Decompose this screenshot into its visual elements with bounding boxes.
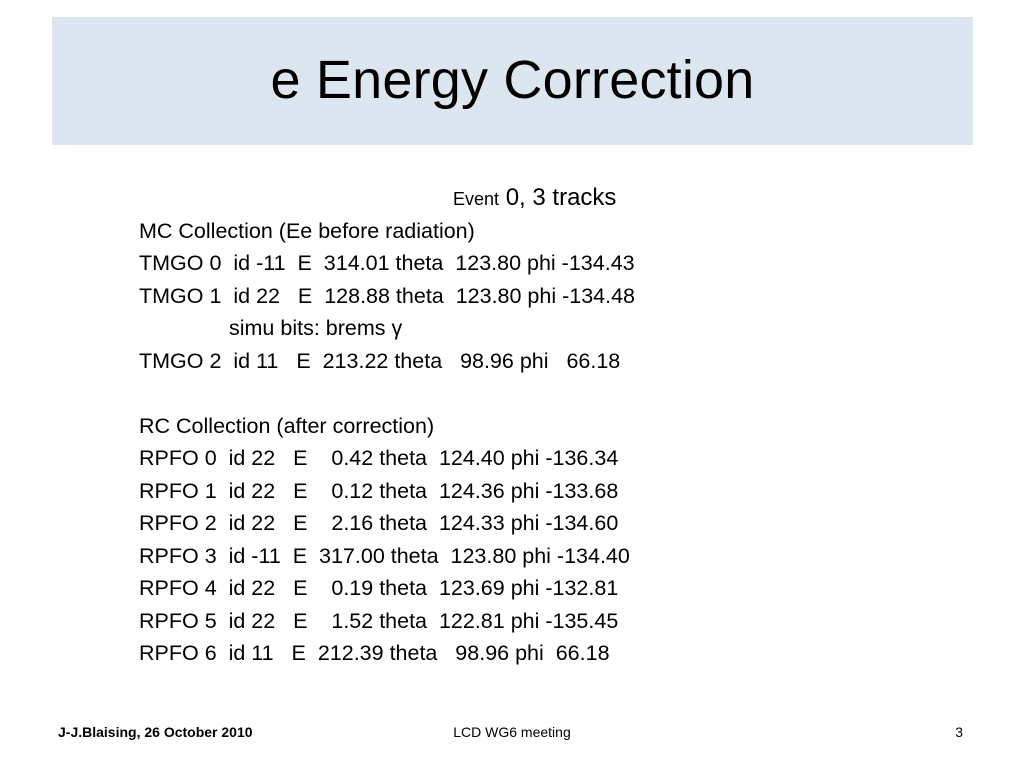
mc-row: TMGO 2 id 11 E 213.22 theta 98.96 phi 66…	[139, 348, 621, 373]
rc-row: RPFO 5 id 22 E 1.52 theta 122.81 phi -13…	[139, 608, 619, 633]
footer-meeting: LCD WG6 meeting	[453, 724, 571, 740]
slide-content: Event 0, 3 tracks MC Collection (Ee befo…	[139, 182, 899, 670]
rc-row: RPFO 1 id 22 E 0.12 theta 124.36 phi -13…	[139, 478, 619, 503]
mc-collection-header: MC Collection (Ee before radiation)	[139, 218, 475, 243]
event-text: 0, 3 tracks	[505, 184, 617, 211]
footer-author-date: J-J.Blaising, 26 October 2010	[58, 724, 253, 740]
rc-row: RPFO 4 id 22 E 0.19 theta 123.69 phi -13…	[139, 576, 619, 600]
title-band: e Energy Correction	[52, 17, 973, 145]
spacer	[139, 377, 899, 410]
rc-row: RPFO 3 id -11 E 317.00 theta 123.80 phi …	[139, 543, 630, 568]
rc-row: RPFO 0 id 22 E 0.42 theta 124.40 phi -13…	[139, 446, 619, 470]
rc-collection-header: RC Collection (after correction)	[139, 413, 435, 438]
slide-title: e Energy Correction	[270, 50, 755, 110]
mc-row: TMGO 0 id -11 E 314.01 theta 123.80 phi …	[139, 251, 635, 275]
mc-row-note: simu bits: brems γ	[229, 316, 403, 340]
footer-page-number: 3	[955, 724, 963, 740]
event-line: Event 0, 3 tracks	[139, 182, 899, 215]
rc-row: RPFO 2 id 22 E 2.16 theta 124.33 phi -13…	[139, 511, 619, 535]
mc-row: TMGO 1 id 22 E 128.88 theta 123.80 phi -…	[139, 283, 636, 308]
rc-row: RPFO 6 id 11 E 212.39 theta 98.96 phi 66…	[139, 641, 610, 665]
event-prefix: Event	[453, 189, 500, 209]
